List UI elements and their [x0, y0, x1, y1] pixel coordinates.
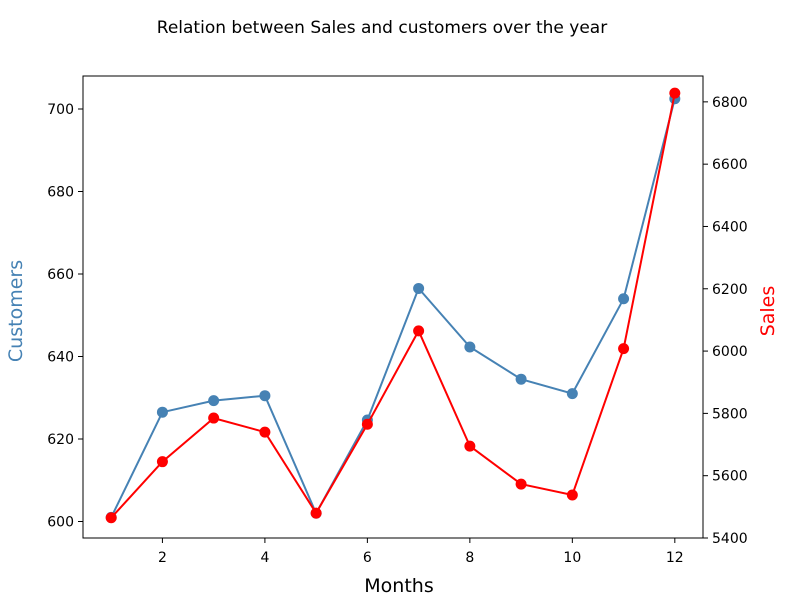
y-right-tick-label: 5400 — [712, 531, 748, 547]
customers-point — [618, 293, 630, 305]
customers-point — [259, 390, 271, 402]
sales-point — [669, 87, 681, 99]
customers-series-line — [110, 98, 676, 518]
y-right-tick-label: 5800 — [712, 406, 748, 422]
sales-point — [618, 343, 630, 355]
chart-title: Relation between Sales and customers ove… — [157, 18, 607, 38]
y-left-tick-label: 600 — [47, 515, 74, 531]
y-left-tick-label: 700 — [47, 102, 74, 118]
sales-point — [208, 412, 220, 424]
sales-point — [566, 489, 578, 501]
y-right-tick-label: 6000 — [712, 344, 748, 360]
x-tick-label: 10 — [563, 550, 581, 566]
plot-area-frame — [82, 75, 704, 539]
y-axis-right-label: Sales — [757, 286, 779, 337]
x-tick-label: 2 — [158, 550, 167, 566]
sales-point — [464, 440, 476, 452]
y-axis-left: 600 620 640 660 680 700 — [47, 102, 83, 531]
x-axis: 2 4 6 8 10 12 — [158, 538, 684, 566]
y-left-tick-label: 660 — [47, 267, 74, 283]
sales-point — [259, 426, 271, 438]
y-left-tick-label: 680 — [47, 185, 74, 201]
customers-point — [413, 282, 425, 294]
y-left-tick-label: 620 — [47, 432, 74, 448]
customers-point — [566, 388, 578, 400]
x-tick-label: 4 — [260, 550, 269, 566]
customers-point — [156, 406, 168, 418]
y-right-tick-label: 6400 — [712, 219, 748, 235]
sales-point — [105, 512, 117, 524]
customers-point — [208, 395, 220, 407]
sales-point — [413, 325, 425, 337]
y-left-tick-label: 640 — [47, 350, 74, 366]
y-right-tick-label: 5600 — [712, 469, 748, 485]
x-axis-label: Months — [364, 575, 433, 597]
series-layer — [105, 87, 681, 524]
customers-point — [515, 373, 527, 385]
y-axis-right: 5400 5600 5800 6000 6200 6400 6600 6800 — [703, 95, 748, 547]
sales-point — [361, 418, 373, 430]
y-axis-left-label: Customers — [5, 260, 27, 362]
customers-point — [464, 341, 476, 353]
y-right-tick-label: 6800 — [712, 95, 748, 111]
x-tick-label: 6 — [363, 550, 372, 566]
y-right-tick-label: 6200 — [712, 282, 748, 298]
x-tick-label: 12 — [666, 550, 684, 566]
sales-series-line — [110, 92, 676, 519]
y-right-tick-label: 6600 — [712, 157, 748, 173]
sales-point — [515, 478, 527, 490]
x-tick-label: 8 — [465, 550, 474, 566]
sales-point — [156, 456, 168, 468]
sales-point — [310, 507, 322, 519]
